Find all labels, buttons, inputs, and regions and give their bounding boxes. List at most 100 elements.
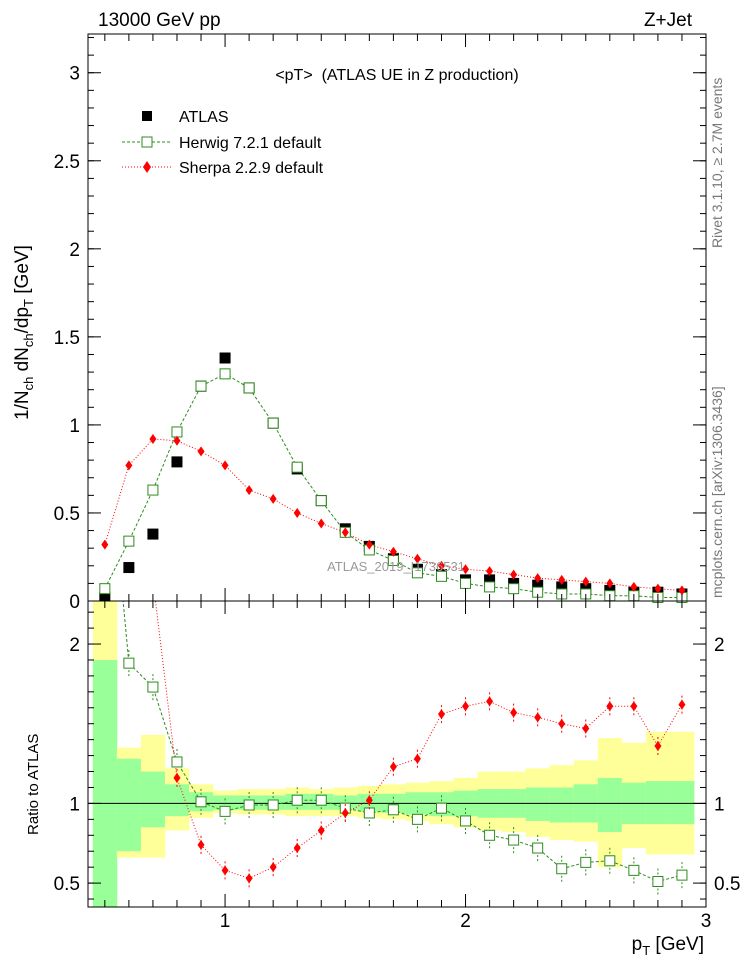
herwig-ratio-point (484, 829, 496, 841)
herwig-ratio-point (676, 869, 688, 881)
herwig-point (195, 380, 207, 392)
sherpa-ratio-point (317, 825, 325, 836)
y-tick-label: 1 (69, 794, 80, 815)
sherpa-point (269, 493, 277, 504)
ratio-band-inner-21 (597, 777, 623, 833)
herwig-ratio-point (315, 794, 327, 806)
ratio-band-inner-18 (525, 787, 551, 821)
sherpa-ratio-point (341, 807, 349, 818)
herwig-point (123, 535, 135, 547)
header-right: Z+Jet (644, 10, 693, 31)
herwig-ratio-point (195, 796, 207, 808)
x-tick-label: 3 (701, 911, 712, 932)
herwig-ratio-point (147, 681, 159, 693)
legend-marker-sherpa (143, 161, 151, 173)
ratio-y-axis-label: Ratio to ATLAS (25, 734, 42, 835)
sherpa-point (365, 539, 373, 550)
y-tick-label: 3 (69, 64, 80, 85)
y-tick-label: 0.5 (54, 874, 80, 895)
atlas-point (171, 456, 183, 468)
sherpa-ratio-point (510, 707, 518, 718)
sherpa-point (197, 446, 205, 457)
herwig-point (291, 461, 303, 473)
sherpa-point (173, 435, 181, 446)
herwig-point (267, 417, 279, 429)
top-y-axis: 0 0.5 1 1.5 2 2.5 3 (54, 37, 706, 613)
rivet-label: Rivet 3.1.10, ≥ 2.7M events (709, 78, 725, 248)
ratio-band-inner-23 (645, 781, 671, 825)
sherpa-ratio-point (558, 718, 566, 729)
sherpa-point (221, 460, 229, 471)
sherpa-point (534, 573, 542, 584)
sherpa-point (341, 527, 349, 538)
legend-entry-herwig: Herwig 7.2.1 default (122, 135, 322, 152)
legend-entry-sherpa: Sherpa 2.2.9 default (122, 160, 324, 177)
sherpa-ratio-point (365, 795, 373, 806)
y-tick-label: 0 (69, 592, 80, 613)
y-tick-label: 0.5 (54, 504, 80, 525)
legend-entry-atlas: ATLAS (142, 109, 229, 126)
herwig-ratio-point (556, 863, 568, 875)
herwig-ratio-point (604, 855, 616, 867)
herwig-ratio-point (267, 799, 279, 811)
herwig-ratio-point (243, 799, 255, 811)
sherpa-point (245, 485, 253, 496)
ratio-band-inner-1 (116, 758, 142, 852)
sherpa-ratio-point (462, 701, 470, 712)
y-tick-label-right: 0.5 (714, 874, 740, 895)
x-axis-label: pT [GeV] (632, 934, 704, 958)
ratio-band-inner-3 (164, 784, 190, 817)
herwig-point (99, 583, 111, 595)
header-left: 13000 GeV pp (98, 10, 221, 31)
sherpa-ratio-point (413, 753, 421, 764)
herwig-ratio-point (460, 815, 472, 827)
y-tick-label: 1.5 (54, 328, 80, 349)
sherpa-ratio-line (154, 601, 683, 879)
herwig-point (484, 581, 496, 593)
herwig-ratio-point (508, 834, 520, 846)
y-tick-label-right: 2 (714, 635, 725, 656)
herwig-ratio-point (628, 864, 640, 876)
sherpa-point (606, 578, 614, 589)
legend-label-herwig: Herwig 7.2.1 default (179, 135, 322, 152)
y-tick-label-right: 1 (714, 794, 725, 815)
sherpa-point (317, 518, 325, 529)
sherpa-point (558, 574, 566, 585)
sherpa-ratio-point (293, 843, 301, 854)
sherpa-ratio-point (221, 865, 229, 876)
herwig-point (508, 583, 520, 595)
sherpa-point (293, 507, 301, 518)
herwig-point (435, 570, 447, 582)
top-series-layer (99, 352, 688, 603)
y-tick-label: 2.5 (54, 152, 80, 173)
atlas-point (123, 562, 135, 574)
herwig-ratio-point (219, 805, 231, 817)
herwig-point (411, 567, 423, 579)
sherpa-ratio-point (269, 862, 277, 873)
sherpa-point (413, 553, 421, 564)
watermark: ATLAS_2019_I1736531 (327, 559, 465, 574)
sherpa-ratio-point (437, 709, 445, 720)
herwig-ratio-point (652, 876, 664, 887)
sherpa-point (678, 585, 686, 596)
ratio-x-axis: 1 2 3 (104, 601, 712, 932)
y-tick-label: 2 (69, 240, 80, 261)
sherpa-point (125, 460, 133, 471)
sherpa-point (486, 566, 494, 577)
herwig-point (460, 577, 472, 589)
ratio-panel-frame (87, 600, 707, 908)
herwig-ratio-point (291, 794, 303, 806)
herwig-ratio-point (435, 802, 447, 814)
herwig-point (147, 484, 159, 496)
ratio-series-layer (122, 601, 688, 895)
x-tick-label: 1 (220, 911, 231, 932)
y-tick-label: 2 (69, 635, 80, 656)
sherpa-point (389, 546, 397, 557)
ratio-band-inner-24 (669, 781, 695, 825)
legend: ATLAS Herwig 7.2.1 default Sherpa 2.2.9 … (122, 109, 324, 177)
herwig-ratio-point (363, 807, 375, 819)
herwig-ratio-point (580, 856, 592, 868)
sherpa-ratio-point (678, 699, 686, 710)
herwig-point (243, 382, 255, 394)
sherpa-ratio-point (582, 723, 590, 734)
